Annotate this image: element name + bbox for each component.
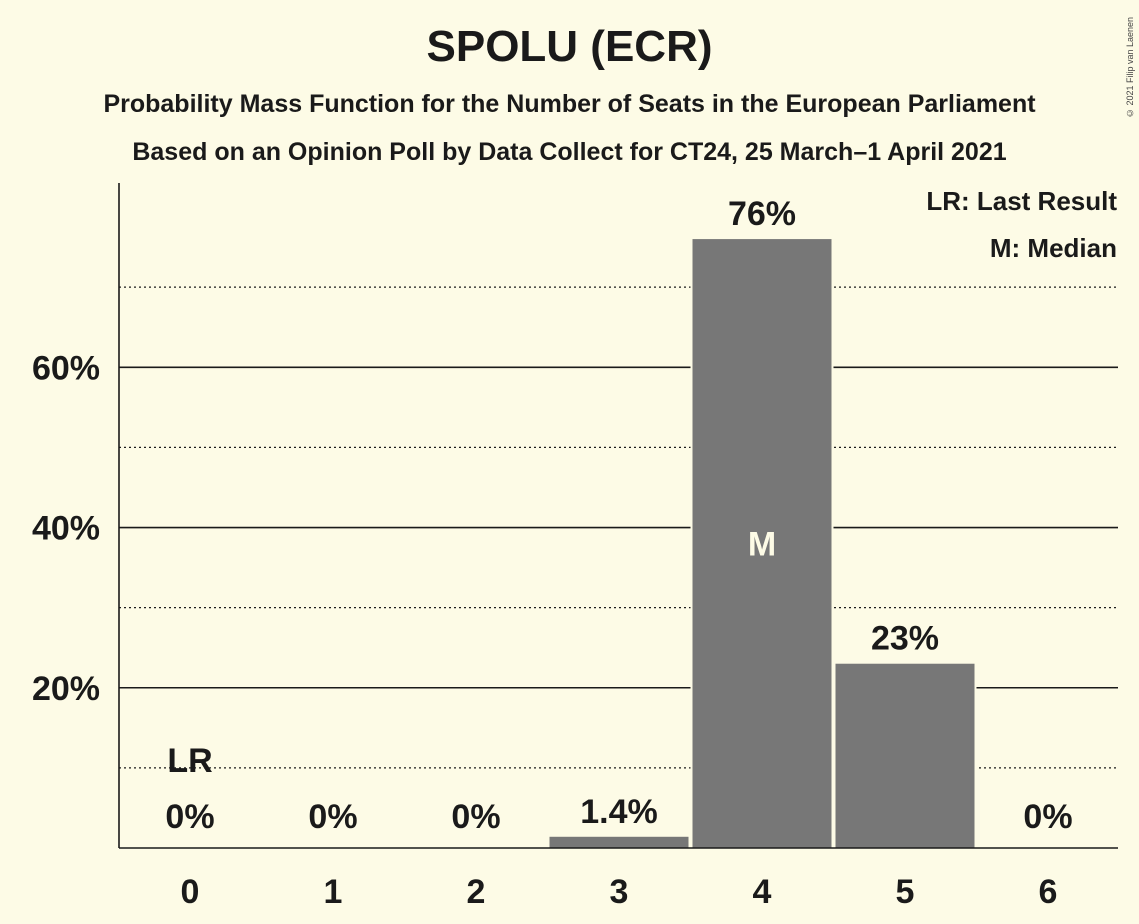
data-label: 0% — [451, 798, 500, 836]
last-result-marker: LR — [167, 742, 212, 780]
chart-source: Based on an Opinion Poll by Data Collect… — [132, 138, 1007, 166]
data-label: 1.4% — [580, 793, 658, 831]
data-label: 0% — [1023, 798, 1072, 836]
bar — [835, 663, 975, 848]
bar — [692, 239, 832, 848]
data-label: 0% — [308, 798, 357, 836]
data-label: 76% — [728, 195, 796, 233]
legend-entry: M: Median — [990, 233, 1117, 263]
y-tick-label: 40% — [32, 510, 100, 548]
y-tick-label: 20% — [32, 670, 100, 708]
data-label: 0% — [165, 798, 214, 836]
x-tick-label: 1 — [324, 873, 343, 911]
y-tick-label: 60% — [32, 349, 100, 387]
chart-subtitle: Probability Mass Function for the Number… — [103, 90, 1036, 118]
x-tick-label: 2 — [467, 873, 486, 911]
x-tick-label: 5 — [896, 873, 915, 911]
x-tick-label: 4 — [753, 873, 772, 911]
x-tick-label: 3 — [610, 873, 629, 911]
x-tick-label: 0 — [181, 873, 200, 911]
chart-title: SPOLU (ECR) — [426, 22, 713, 71]
median-marker: M — [748, 526, 776, 564]
data-label: 23% — [871, 620, 939, 658]
bar — [549, 836, 689, 848]
x-tick-label: 6 — [1039, 873, 1058, 911]
legend-entry: LR: Last Result — [926, 186, 1117, 216]
